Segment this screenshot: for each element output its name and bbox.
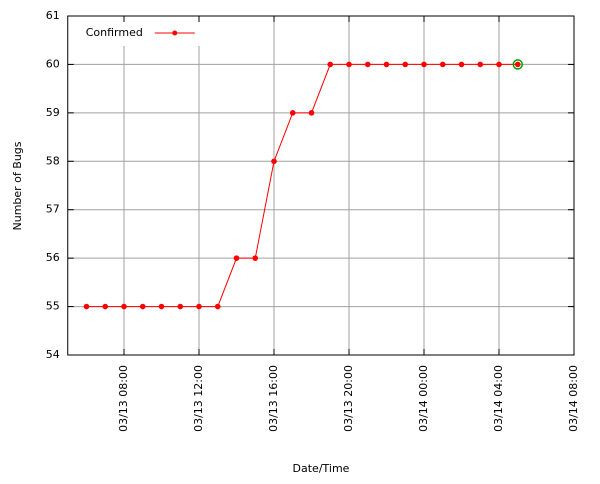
x-tick-label: 03/14 04:00 — [492, 365, 505, 432]
last-point-highlight — [512, 59, 523, 70]
data-point — [364, 61, 371, 68]
legend-label: Confirmed — [86, 26, 143, 39]
data-point — [158, 303, 165, 310]
y-tick-label: 57 — [46, 203, 60, 216]
data-point — [346, 61, 352, 68]
x-tick-label: 03/14 00:00 — [417, 365, 430, 432]
data-point — [214, 303, 221, 310]
data-point — [458, 61, 465, 68]
x-tick-label: 03/13 16:00 — [267, 365, 280, 432]
data-point — [439, 61, 446, 68]
y-tick-label: 60 — [46, 57, 60, 70]
data-point — [421, 61, 427, 68]
data-point — [252, 255, 259, 261]
data-point — [383, 61, 390, 68]
x-tick-label: 03/14 08:00 — [567, 365, 580, 432]
data-point — [121, 303, 127, 310]
x-tick-label: 03/13 20:00 — [342, 365, 355, 432]
data-point — [102, 303, 109, 310]
y-axis-label: Number of Bugs — [11, 141, 24, 230]
data-point — [233, 255, 240, 261]
data-point — [402, 61, 409, 68]
data-point — [177, 303, 184, 310]
data-point — [496, 61, 502, 68]
data-point — [327, 61, 334, 68]
x-axis-label: Date/Time — [293, 462, 350, 475]
data-point — [308, 110, 315, 116]
data-point — [477, 61, 484, 68]
plot-border — [67, 15, 575, 356]
y-tick-label: 55 — [46, 300, 60, 313]
legend-marker — [172, 30, 178, 36]
y-tick-label: 59 — [46, 106, 60, 119]
data-point — [196, 303, 202, 310]
series-line — [86, 63, 518, 308]
y-tick-label: 58 — [46, 154, 60, 167]
data-point — [271, 158, 277, 165]
x-tick-label: 03/13 12:00 — [192, 365, 205, 432]
data-point — [289, 110, 296, 116]
data-point — [83, 303, 90, 310]
x-tick-label: 03/13 08:00 — [117, 365, 130, 432]
y-tick-label: 56 — [46, 251, 60, 264]
y-tick-label: 61 — [46, 9, 60, 22]
data-point — [514, 61, 521, 68]
y-tick-label: 54 — [46, 348, 60, 361]
data-point — [139, 303, 146, 310]
legend-box — [79, 22, 215, 46]
